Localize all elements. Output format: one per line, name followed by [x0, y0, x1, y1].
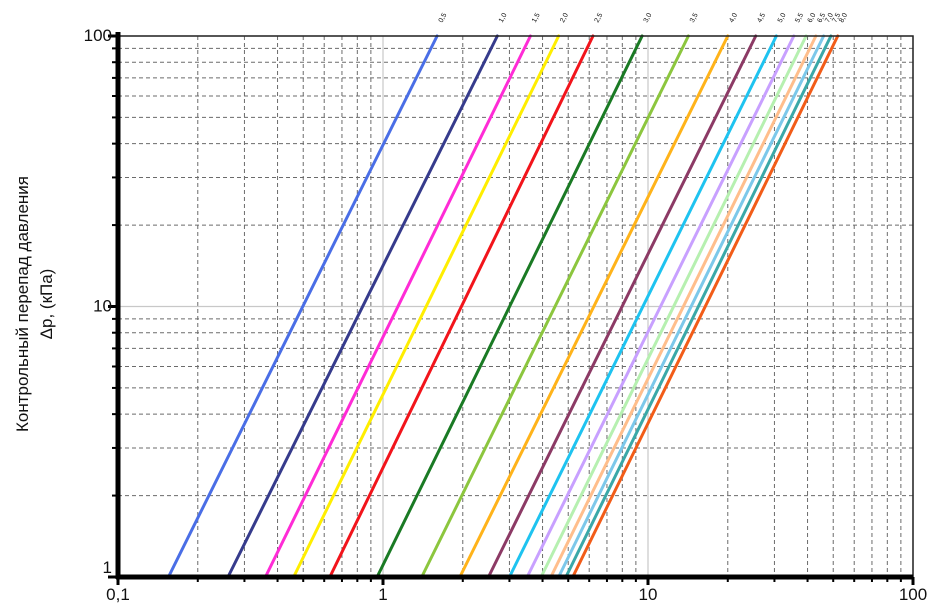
- series-label-group: 7,5: [831, 12, 842, 24]
- series-labels: 0,5 1,0 1,5 2,0 2,5 3,0 3,5 4,0 4,5 5,0 5,5 6,0 6,57…: [438, 12, 849, 24]
- series-line-0-5: [166, 34, 439, 579]
- series-label-group: 5,5: [794, 12, 805, 24]
- series-label-group: 3,0: [643, 12, 654, 24]
- series-line-7-5: [564, 34, 833, 579]
- series-label-group: 2,5: [594, 12, 605, 24]
- axes: [108, 32, 915, 585]
- series-label: 5,5: [794, 12, 805, 24]
- series-label: 0,5: [438, 12, 449, 24]
- series-label: 4,0: [728, 12, 739, 24]
- series-label-group: 8,0: [838, 12, 849, 24]
- series-label-group: 6,5: [816, 12, 827, 24]
- series-line-2-5: [328, 34, 595, 579]
- series-label-group: 1,5: [531, 12, 542, 24]
- series-label: 5,0: [777, 12, 788, 24]
- y-axis-label: Контрольный перепад давления Δp, (кПа): [13, 176, 56, 432]
- series-line-1-0: [226, 34, 499, 579]
- series-line-5-0: [507, 34, 778, 579]
- series-line-8-0: [571, 34, 840, 579]
- x-tick-label: 1: [378, 585, 387, 604]
- series-layer: [166, 34, 840, 579]
- series-label-group: 6,0: [807, 12, 818, 24]
- series-line-3-0: [375, 34, 644, 579]
- series-label: 1,0: [498, 12, 509, 24]
- series-line-4-0: [458, 34, 730, 579]
- series-label-group: 1,0: [498, 12, 509, 24]
- series-line-6-0: [539, 34, 808, 579]
- x-tick-label: 100: [899, 585, 927, 604]
- series-line-7-0: [557, 34, 826, 579]
- x-tick-label: 0,1: [106, 585, 130, 604]
- series-label-group: 0,5: [438, 12, 449, 24]
- series-label: 6,5: [816, 12, 827, 24]
- series-label: 6,0: [807, 12, 818, 24]
- y-tick-label: 1: [103, 558, 112, 577]
- series-line-4-5: [486, 34, 758, 579]
- series-label-group: 4,0: [728, 12, 739, 24]
- series-label-group: 7,0: [824, 12, 835, 24]
- y-tick-label: 10: [93, 297, 112, 316]
- series-line-2-0: [292, 34, 561, 579]
- series-label-group: 5,0: [777, 12, 788, 24]
- series-line-1-5: [263, 34, 532, 579]
- series-line-5-5: [525, 34, 796, 579]
- y-axis-label-line: Контрольный перепад давления: [13, 176, 32, 432]
- series-label: 4,5: [756, 12, 767, 24]
- series-label: 7,5: [831, 12, 842, 24]
- x-tick-label: 10: [639, 585, 658, 604]
- series-label-group: 3,5: [689, 12, 700, 24]
- series-label: 1,5: [531, 12, 542, 24]
- series-label-group: 4,5: [756, 12, 767, 24]
- series-line-6-5: [549, 34, 818, 579]
- series-label-group: 2,0: [559, 12, 570, 24]
- series-label: 8,0: [838, 12, 849, 24]
- series-label: 3,0: [643, 12, 654, 24]
- series-label: 2,0: [559, 12, 570, 24]
- series-label: 7,0: [824, 12, 835, 24]
- y-axis-label-line: Δp, (кПа): [37, 269, 56, 340]
- series-label: 3,5: [689, 12, 700, 24]
- series-label: 2,5: [594, 12, 605, 24]
- series-line-3-5: [420, 34, 690, 579]
- tick-labels: 0,1 1 10 100 1 10 100: [84, 26, 928, 604]
- y-tick-label: 100: [84, 26, 112, 45]
